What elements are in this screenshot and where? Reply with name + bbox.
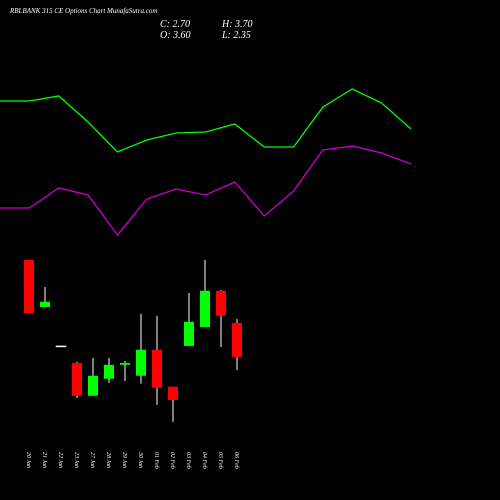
x-tick-label: 30 Jan bbox=[137, 451, 143, 468]
candle-body bbox=[55, 345, 67, 348]
x-tick-label: 23 Jan bbox=[73, 452, 79, 468]
open-label: O: 3.60 bbox=[160, 30, 191, 41]
x-tick-label: 29 Jan bbox=[121, 452, 127, 468]
candle-body bbox=[136, 349, 146, 376]
x-tick-label: 01 Feb bbox=[153, 452, 159, 469]
low-label: L: 2.35 bbox=[221, 30, 251, 41]
x-tick-label: 28 Jan bbox=[105, 452, 111, 468]
candle-body bbox=[104, 364, 114, 379]
x-tick-label: 04 Feb bbox=[201, 452, 208, 469]
x-tick-label: 22 Jan bbox=[57, 452, 63, 468]
candle-body bbox=[120, 362, 130, 365]
candle-body bbox=[40, 301, 50, 308]
close-label: C: 2.70 bbox=[160, 19, 190, 30]
high-label: H: 3.70 bbox=[221, 19, 253, 30]
candle-body bbox=[184, 321, 194, 346]
candle-body bbox=[24, 259, 34, 314]
x-tick-label: 06 Feb bbox=[233, 452, 239, 469]
candle-body bbox=[72, 362, 82, 396]
candle-body bbox=[232, 322, 242, 357]
candle-body bbox=[200, 290, 210, 328]
candle-body bbox=[216, 290, 226, 316]
indicator-line bbox=[0, 145, 412, 237]
indicator-line bbox=[0, 88, 412, 153]
x-tick-label: 03 Feb bbox=[185, 452, 191, 469]
x-tick-label: 20 Jan bbox=[25, 452, 31, 468]
x-tick-label: 21 Jan bbox=[41, 452, 47, 468]
chart-title: RBLBANK 315 CE Options Chart MunafaSutra… bbox=[9, 7, 157, 15]
candle-body bbox=[152, 349, 162, 388]
x-tick-label: 05 Feb bbox=[217, 452, 223, 469]
x-tick-label: 02 Feb bbox=[169, 452, 175, 469]
candle-body bbox=[168, 386, 178, 400]
candle-body bbox=[88, 375, 98, 396]
x-tick-label: 27 Jan bbox=[89, 452, 95, 468]
